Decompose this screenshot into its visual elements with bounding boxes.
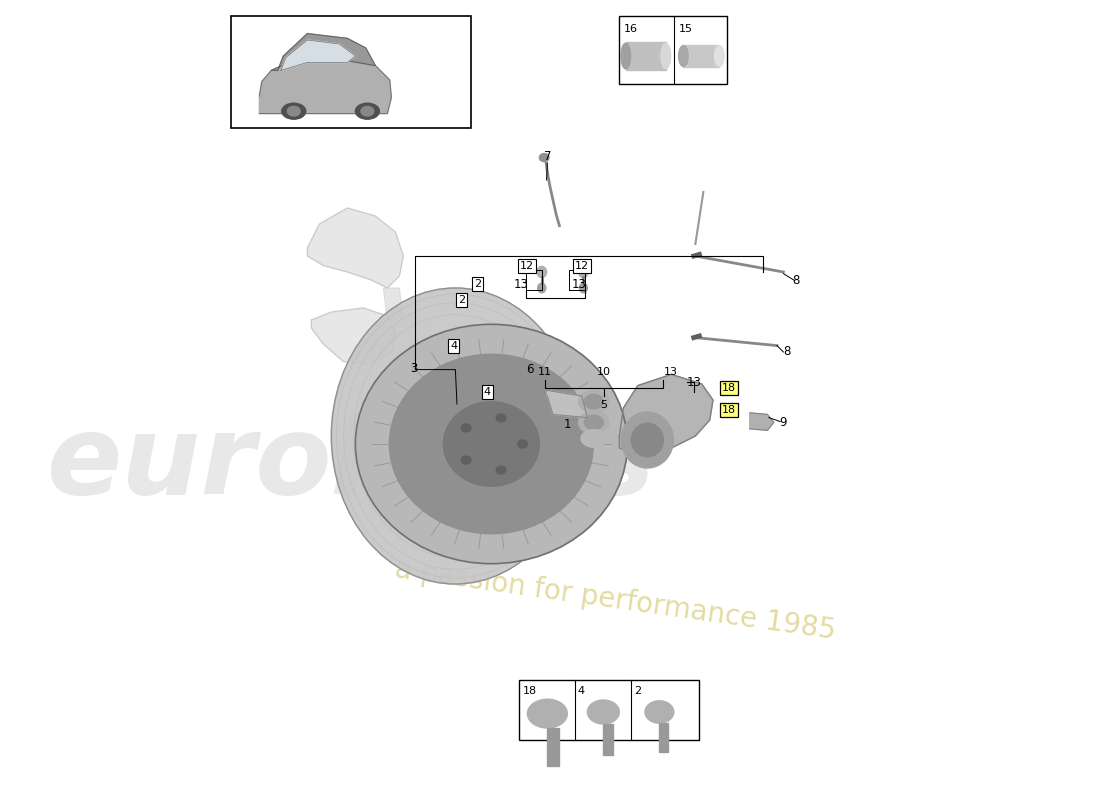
Ellipse shape — [587, 700, 619, 724]
Text: 13: 13 — [663, 366, 678, 377]
Text: a passion for performance 1985: a passion for performance 1985 — [393, 555, 837, 645]
Ellipse shape — [579, 266, 588, 278]
Text: 11: 11 — [538, 366, 552, 377]
Text: 5: 5 — [601, 400, 607, 410]
Bar — [619, 16, 727, 84]
Ellipse shape — [461, 424, 471, 432]
Ellipse shape — [631, 423, 663, 457]
Ellipse shape — [331, 288, 580, 584]
Text: 12: 12 — [520, 261, 535, 270]
Ellipse shape — [389, 354, 593, 534]
Polygon shape — [548, 390, 587, 418]
Ellipse shape — [282, 103, 306, 119]
Ellipse shape — [287, 106, 300, 116]
Ellipse shape — [496, 466, 506, 474]
Polygon shape — [260, 60, 392, 114]
Text: 4: 4 — [484, 387, 491, 397]
Polygon shape — [311, 308, 395, 364]
Ellipse shape — [355, 324, 627, 564]
Bar — [231, 16, 472, 128]
Ellipse shape — [579, 390, 609, 413]
Text: 12: 12 — [574, 261, 589, 270]
Ellipse shape — [621, 43, 630, 69]
Polygon shape — [384, 288, 404, 320]
Polygon shape — [750, 413, 773, 430]
Ellipse shape — [580, 283, 587, 293]
Ellipse shape — [621, 412, 673, 468]
Polygon shape — [307, 208, 404, 288]
Text: euroParts: euroParts — [47, 410, 656, 518]
Ellipse shape — [361, 106, 374, 116]
Ellipse shape — [539, 154, 549, 162]
Ellipse shape — [537, 266, 547, 278]
Polygon shape — [619, 374, 713, 454]
Text: 3: 3 — [410, 362, 418, 374]
Ellipse shape — [581, 430, 606, 447]
Ellipse shape — [538, 283, 546, 293]
Bar — [604, 724, 613, 755]
Ellipse shape — [355, 103, 380, 119]
Text: 13: 13 — [514, 278, 528, 290]
Ellipse shape — [679, 46, 689, 66]
Text: 8: 8 — [783, 346, 791, 358]
Ellipse shape — [461, 456, 471, 464]
Ellipse shape — [518, 440, 527, 448]
Text: 7: 7 — [543, 150, 551, 162]
Text: 2: 2 — [634, 686, 641, 696]
Text: 16: 16 — [624, 24, 637, 34]
Ellipse shape — [584, 415, 604, 430]
Bar — [659, 723, 668, 752]
Ellipse shape — [584, 394, 604, 409]
Text: 18: 18 — [722, 405, 736, 414]
Text: 2: 2 — [459, 295, 465, 305]
Ellipse shape — [496, 414, 506, 422]
Text: 10: 10 — [597, 366, 612, 377]
Ellipse shape — [527, 699, 568, 728]
Ellipse shape — [579, 411, 609, 434]
Text: 13: 13 — [686, 376, 701, 389]
Text: 6: 6 — [526, 363, 534, 376]
Text: 4: 4 — [450, 341, 458, 350]
Text: 4: 4 — [578, 686, 585, 696]
Text: 9: 9 — [779, 416, 786, 429]
Text: 2: 2 — [474, 279, 482, 289]
Text: 18: 18 — [722, 383, 736, 393]
Text: 8: 8 — [792, 274, 800, 286]
Ellipse shape — [715, 46, 724, 66]
Text: 13: 13 — [572, 278, 586, 290]
Bar — [519, 680, 700, 740]
Text: 15: 15 — [679, 24, 693, 34]
Text: 18: 18 — [522, 686, 537, 696]
Ellipse shape — [443, 402, 539, 486]
Text: 1: 1 — [563, 418, 571, 430]
Polygon shape — [280, 40, 355, 70]
Ellipse shape — [409, 381, 502, 491]
Bar — [548, 728, 560, 766]
Polygon shape — [272, 34, 375, 70]
Ellipse shape — [645, 701, 674, 723]
Ellipse shape — [661, 43, 671, 69]
